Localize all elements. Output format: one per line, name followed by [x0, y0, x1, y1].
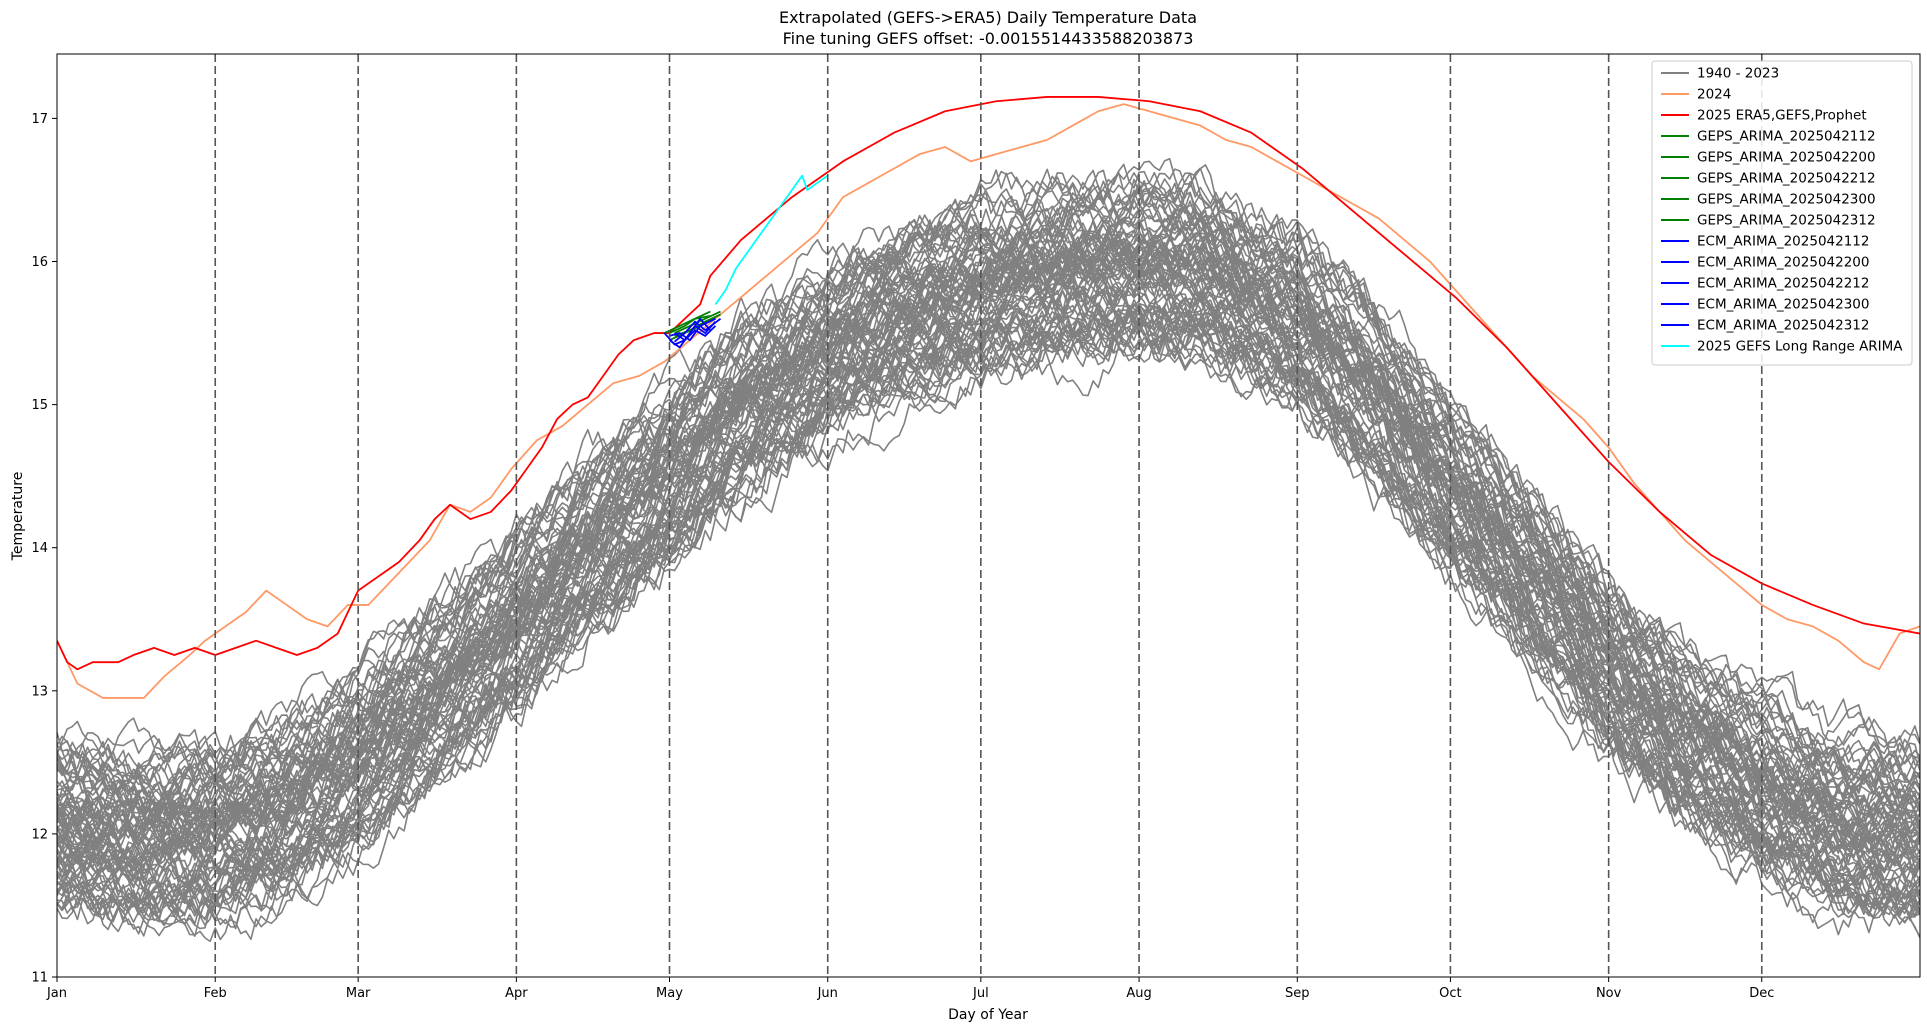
- y-tick-label: 12: [31, 827, 48, 842]
- x-tick-label: Nov: [1596, 986, 1622, 1001]
- historical-year-line: [57, 275, 1920, 863]
- legend-label: GEPS_ARIMA_2025042300: [1697, 192, 1876, 208]
- legend: 1940 - 2023 2024 2025 ERA5,GEFS,Prophet GEP…: [1651, 60, 1913, 366]
- legend-label: ECM_ARIMA_2025042112: [1697, 234, 1869, 250]
- series-line: [674, 313, 721, 337]
- y-tick-label: 11: [31, 971, 48, 986]
- legend-label: 2025 GEFS Long Range ARIMA: [1697, 339, 1903, 355]
- historical-year-line: [57, 293, 1920, 908]
- x-tick-label: Dec: [1749, 986, 1774, 1001]
- series-line: [57, 103, 1920, 699]
- legend-label: ECM_ARIMA_2025042312: [1697, 318, 1869, 334]
- historical-year-line: [57, 164, 1920, 794]
- historical-series-group: [57, 157, 1920, 943]
- x-tick-label: Mar: [346, 986, 371, 1001]
- legend-label: GEPS_ARIMA_2025042200: [1697, 150, 1876, 166]
- historical-year-line: [57, 167, 1920, 773]
- legend-label: ECM_ARIMA_2025042300: [1697, 297, 1869, 313]
- chart-subtitle: Fine tuning GEFS offset: -0.001551443358…: [783, 29, 1194, 48]
- legend-label: 2025 ERA5,GEFS,Prophet: [1697, 108, 1867, 124]
- y-tick-label: 14: [31, 541, 48, 556]
- series-line: [674, 318, 722, 343]
- historical-year-line: [57, 240, 1920, 866]
- axes: Jan Feb Mar Apr May Jun Jul Aug Sep Oct Nov Dec 11 12…: [31, 53, 1921, 1001]
- y-tick-label: 15: [31, 398, 48, 413]
- legend-label: 1940 - 2023: [1697, 66, 1779, 82]
- y-tick-label: 16: [31, 255, 48, 270]
- y-tick-label: 13: [31, 684, 48, 699]
- series-line: [669, 314, 711, 334]
- x-tick-label: Aug: [1126, 986, 1151, 1001]
- historical-year-line: [57, 184, 1920, 796]
- x-tick-label: Jan: [46, 986, 67, 1001]
- y-axis-label: Temperature: [10, 472, 26, 562]
- historical-year-line: [57, 157, 1920, 786]
- historical-year-line: [57, 299, 1920, 903]
- legend-label: ECM_ARIMA_2025042200: [1697, 255, 1869, 271]
- x-tick-label: May: [656, 986, 683, 1001]
- series-line: [674, 325, 717, 342]
- series-line: [668, 317, 712, 349]
- historical-year-line: [57, 169, 1920, 778]
- historical-year-line: [57, 261, 1920, 888]
- plot-clipped-group: [57, 96, 1920, 943]
- plot-area: [57, 54, 1920, 977]
- legend-label: GEPS_ARIMA_2025042212: [1697, 171, 1876, 187]
- historical-year-line: [57, 220, 1920, 847]
- legend-label: GEPS_ARIMA_2025042112: [1697, 129, 1876, 145]
- y-tick-label: 17: [31, 112, 48, 127]
- x-tick-label: Oct: [1439, 986, 1461, 1001]
- historical-year-line: [57, 252, 1920, 867]
- plot-frame: [56, 53, 1921, 978]
- historical-year-line: [57, 242, 1920, 858]
- legend-label: 2024: [1697, 87, 1731, 103]
- x-tick-label: Sep: [1285, 986, 1310, 1001]
- historical-year-line: [57, 244, 1920, 860]
- legend-label: ECM_ARIMA_2025042212: [1697, 276, 1869, 292]
- historical-year-line: [57, 260, 1920, 876]
- historical-year-line: [57, 229, 1920, 828]
- series-line: [714, 174, 829, 305]
- historical-year-line: [57, 294, 1920, 930]
- series-line: [57, 96, 1920, 671]
- x-tick-label: Feb: [204, 986, 227, 1001]
- x-tick-label: Apr: [505, 986, 528, 1001]
- legend-box: [1651, 60, 1913, 366]
- x-axis-label: Day of Year: [948, 1007, 1028, 1023]
- historical-year-line: [57, 293, 1920, 915]
- historical-year-line: [57, 283, 1920, 908]
- chart-title: Extrapolated (GEFS->ERA5) Daily Temperat…: [779, 8, 1197, 27]
- x-tick-label: Jul: [972, 986, 989, 1001]
- x-tick-label: Jun: [817, 986, 838, 1001]
- historical-year-line: [57, 272, 1920, 889]
- series-line: [664, 310, 711, 334]
- legend-label: GEPS_ARIMA_2025042312: [1697, 213, 1876, 229]
- historical-year-line: [57, 222, 1920, 823]
